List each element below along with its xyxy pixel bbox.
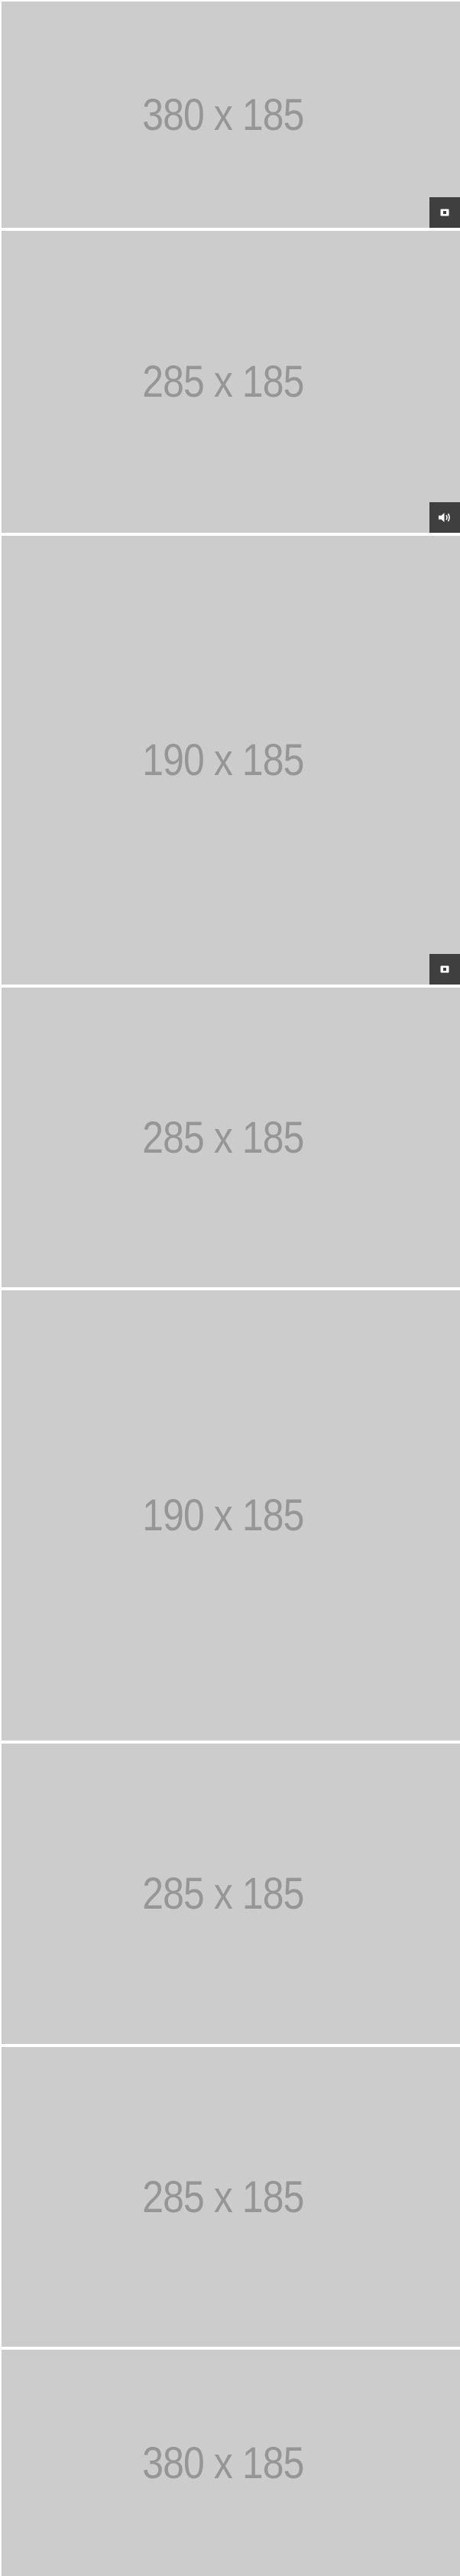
image-placeholder[interactable]: 380 x 185 bbox=[2, 2, 460, 228]
image-placeholder[interactable]: 285 x 185 bbox=[2, 231, 460, 533]
video-icon bbox=[440, 209, 449, 216]
image-placeholder[interactable]: 285 x 185 bbox=[2, 1744, 460, 2044]
placeholder-dimensions: 380 x 185 bbox=[142, 2438, 304, 2488]
audio-icon bbox=[439, 513, 450, 522]
placeholder-dimensions: 190 x 185 bbox=[142, 1491, 304, 1540]
placeholder-dimensions: 380 x 185 bbox=[142, 89, 304, 140]
placeholder-dimensions: 285 x 185 bbox=[142, 2172, 304, 2222]
image-placeholder[interactable]: 190 x 185 bbox=[2, 536, 460, 985]
placeholder-dimensions: 285 x 185 bbox=[142, 357, 304, 407]
image-placeholder[interactable]: 190 x 185 bbox=[2, 1290, 460, 1741]
placeholder-dimensions: 285 x 185 bbox=[142, 1869, 304, 1919]
audio-badge[interactable] bbox=[429, 502, 460, 533]
image-placeholder[interactable]: 380 x 185 bbox=[2, 2350, 460, 2576]
image-placeholder[interactable]: 285 x 185 bbox=[2, 988, 460, 1287]
placeholder-dimensions: 190 x 185 bbox=[142, 735, 304, 785]
video-badge[interactable] bbox=[429, 197, 460, 228]
video-icon bbox=[440, 965, 449, 973]
image-placeholder[interactable]: 285 x 185 bbox=[2, 2047, 460, 2347]
video-badge[interactable] bbox=[429, 954, 460, 985]
placeholder-dimensions: 285 x 185 bbox=[142, 1112, 304, 1163]
